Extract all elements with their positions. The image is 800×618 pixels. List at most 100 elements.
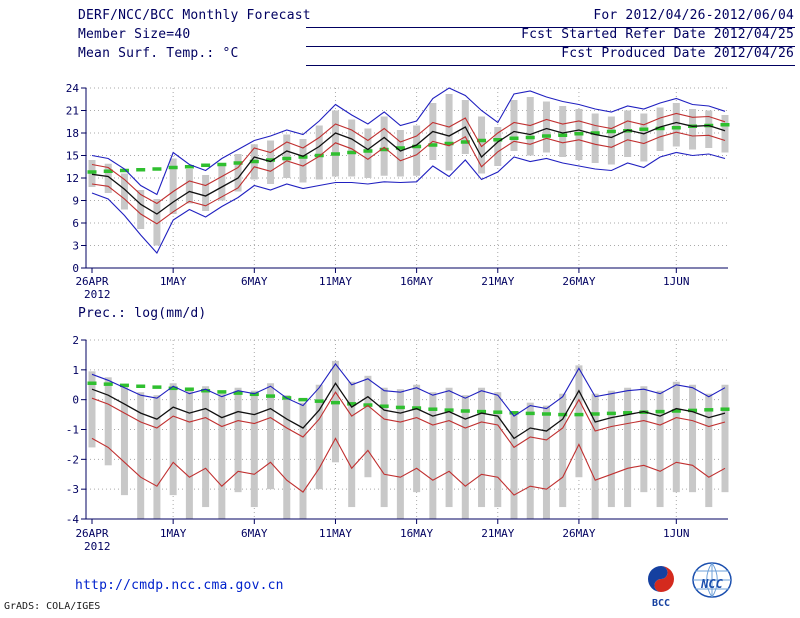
y-tick-label: 0 [72,394,79,407]
x-tick-label: 26APR [75,275,108,288]
ensemble-range-bar [267,140,275,184]
bcc-logo-red-swirl [654,566,674,592]
bcc-logo-text: BCC [652,598,670,609]
ensemble-range-bar [494,127,502,166]
ensemble-range-bar [120,384,128,496]
ensemble-range-bar [169,158,177,214]
ensemble-range-bar [689,109,697,150]
ensemble-range-bar [575,365,583,478]
series-spread-upper [91,391,726,449]
y-tick-label: 1 [72,364,79,377]
ensemble-range-bar [413,125,421,176]
ensemble-range-bar [640,113,648,162]
ensemble-range-bar [380,387,388,508]
ensemble-range-bar [591,393,599,519]
y-tick-label: 0 [72,262,79,275]
x-axis-year-label: 2012 [84,288,111,301]
ensemble-range-bar [234,387,242,493]
ensemble-range-bar [591,113,599,163]
ensemble-range-bar [559,393,567,508]
x-tick-label: 26MAY [562,527,595,540]
x-tick-label: 16MAY [400,275,433,288]
ensemble-range-bar [348,119,356,177]
ensemble-range-bar [283,395,291,519]
ensemble-range-bar [185,390,193,519]
bcc-logo-blue-swirl [648,566,668,592]
ensemble-range-bar [624,387,632,508]
ensemble-range-bar [299,139,307,183]
ensemble-range-bar [104,377,112,466]
ensemble-range-bar [348,381,356,508]
series-ensemble-max [91,87,726,196]
series-ensemble-min [91,151,726,254]
y-tick-label: -2 [66,453,79,466]
ensemble-range-bar [283,134,291,178]
x-tick-label: 1JUN [663,275,690,288]
series-spread-lower [91,437,726,496]
ensemble-range-bar [396,389,404,519]
ensemble-range-bar [478,116,486,174]
ensemble-range-bar [218,393,226,519]
ensemble-range-bar [607,390,615,508]
x-tick-label: 26MAY [562,275,595,288]
ensemble-range-bar [559,106,567,157]
x-tick-label: 1MAY [160,275,187,288]
x-tick-label: 6MAY [241,275,268,288]
series-spread-upper [91,112,726,205]
ensemble-range-bar [510,413,518,519]
ensemble-range-bar [445,387,453,508]
y-tick-label: 18 [66,127,79,140]
ensemble-range-bar [705,393,713,508]
ensemble-range-bar [542,101,550,153]
ensemble-range-bar [380,116,388,176]
ensemble-range-bar [526,97,534,156]
ncc-logo-text: NCC [700,577,723,591]
ensemble-range-bar [202,386,210,508]
fcst-refer-date-label: Fcst Started Refer Date 2012/04/25 [521,27,794,42]
y-tick-label: 21 [66,105,79,118]
ensemble-range-bar [88,371,96,448]
x-tick-label: 21MAY [481,275,514,288]
temp-chart-title: Mean Surf. Temp.: °C [78,46,239,61]
ensemble-range-bar [656,390,664,508]
series-ensemble-max [91,362,726,417]
ensemble-range-bar [104,163,112,193]
temperature-chart: 0 3 6 9 12 15 18 21 24 26APR 1MAY 6MAY 11MAY 16MAY 21M… [66,82,730,301]
ensemble-range-bar [315,125,323,180]
y-tick-label: 6 [72,217,79,230]
ensemble-range-bar [478,387,486,508]
x-tick-label: 1JUN [663,527,690,540]
ensemble-range-bar [429,392,437,519]
x-tick-label: 26APR [75,527,108,540]
header-divider-1 [306,27,795,28]
series-ensemble-mean [91,121,726,215]
y-tick-label: -4 [66,513,80,526]
ensemble-range-bar [396,130,404,177]
ensemble-range-bar [672,381,680,493]
y-tick-label: 24 [66,82,80,95]
ensemble-range-bar [234,154,242,192]
x-axis-year-label: 2012 [84,540,111,553]
bcc-logo: BCC [648,566,674,609]
ensemble-range-bar [494,392,502,508]
ensemble-range-bar [672,103,680,147]
x-tick-label: 6MAY [241,527,268,540]
ensemble-range-bar [299,402,307,519]
x-tick-label: 11MAY [319,275,352,288]
series-spread-lower [91,131,726,225]
ensemble-range-bar [218,163,226,201]
y-tick-label: -3 [66,483,79,496]
ncc-globe-meridians [706,562,718,598]
fcst-produced-date-label: Fcst Produced Date 2012/04/26 [561,46,794,61]
ensemble-range-bar [331,360,339,463]
ensemble-range-bar [185,169,193,204]
ensemble-range-bar [445,94,453,171]
ensemble-range-bar [137,392,145,519]
member-size-label: Member Size=40 [78,27,191,42]
precip-chart-title: Prec.: log(mm/d) [78,306,207,321]
ensemble-range-bar [250,390,258,508]
ensemble-range-bar [721,115,729,153]
ensemble-range-bar [640,386,648,493]
